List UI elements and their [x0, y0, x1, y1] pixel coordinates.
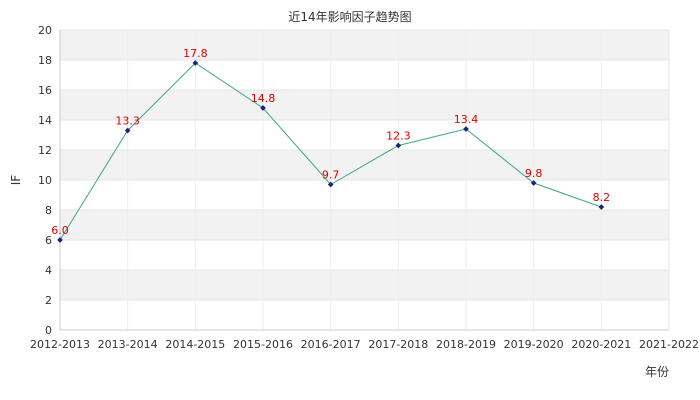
- data-label: 6.0: [51, 224, 69, 237]
- data-label: 14.8: [251, 92, 276, 105]
- x-axis-title: 年份: [645, 365, 669, 379]
- y-tick-label: 14: [38, 114, 52, 127]
- y-tick-label: 16: [38, 84, 52, 97]
- x-tick-label: 2013-2014: [98, 338, 158, 351]
- x-tick-label: 2020-2021: [571, 338, 631, 351]
- y-tick-label: 18: [38, 54, 52, 67]
- x-tick-label: 2014-2015: [165, 338, 225, 351]
- x-tick-label: 2012-2013: [30, 338, 90, 351]
- x-tick-labels: 2012-2013 2013-2014 2014-2015 2015-2016 2016…: [30, 338, 699, 351]
- y-tick-label: 6: [45, 234, 52, 247]
- grid-band: [60, 270, 669, 300]
- y-tick-label: 4: [45, 264, 52, 277]
- data-label: 9.8: [525, 167, 543, 180]
- data-label: 9.7: [322, 169, 340, 182]
- y-tick-label: 12: [38, 144, 52, 157]
- y-tick-label: 20: [38, 24, 52, 37]
- x-tick-label: 2017-2018: [368, 338, 428, 351]
- data-label: 13.4: [454, 113, 479, 126]
- y-axis-title: IF: [9, 175, 23, 186]
- data-point[interactable]: [463, 126, 469, 132]
- x-tick-label: 2018-2019: [436, 338, 496, 351]
- grid-band: [60, 210, 669, 240]
- x-tick-label: 2021-2022: [639, 338, 699, 351]
- data-label: 8.2: [593, 191, 611, 204]
- y-tick-label: 2: [45, 294, 52, 307]
- data-point[interactable]: [598, 204, 605, 210]
- axes: [59, 30, 670, 331]
- y-tick-label: 10: [38, 174, 52, 187]
- data-point[interactable]: [395, 142, 402, 149]
- grid-bands: [60, 30, 669, 300]
- grid-band: [60, 30, 669, 60]
- data-point[interactable]: [260, 105, 266, 111]
- data-label: 17.8: [183, 47, 208, 60]
- y-tick-labels: 0 2 4 6 8 10 12 14 16 18 20: [38, 24, 52, 337]
- data-label: 12.3: [386, 130, 411, 143]
- y-tick-label: 8: [45, 204, 52, 217]
- series-group: [57, 60, 605, 243]
- grid-band: [60, 90, 669, 120]
- x-tick-label: 2015-2016: [233, 338, 293, 351]
- data-labels: 6.0 13.3 17.8 14.8 9.7 12.3 13.4 9.8 8.2: [51, 47, 610, 237]
- data-point[interactable]: [124, 127, 131, 134]
- x-tick-label: 2016-2017: [301, 338, 361, 351]
- chart-title: 近14年影响因子趋势图: [288, 10, 412, 24]
- y-tick-label: 0: [45, 324, 52, 337]
- x-tick-label: 2019-2020: [504, 338, 564, 351]
- data-label: 13.3: [115, 115, 140, 128]
- data-point[interactable]: [530, 180, 537, 186]
- data-point[interactable]: [327, 181, 334, 188]
